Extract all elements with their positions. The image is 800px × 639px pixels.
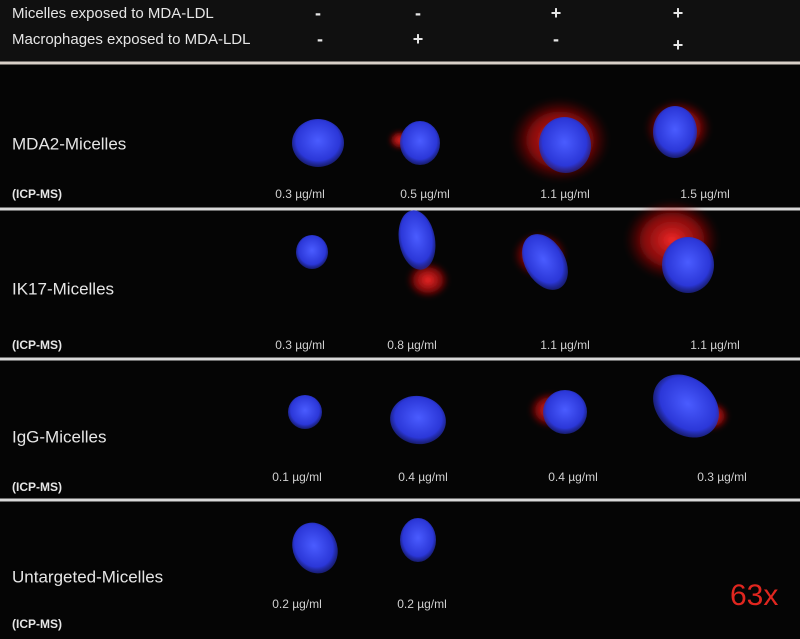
cell: [388, 121, 440, 165]
nucleus: [538, 117, 592, 173]
sign: +: [673, 35, 684, 55]
cell: [296, 235, 328, 269]
concentration: 0.2 µg/ml: [397, 597, 447, 611]
concentration: 0.1 µg/ml: [272, 470, 322, 484]
method-label: (ICP-MS): [12, 338, 62, 352]
concentration: 1.1 µg/ml: [690, 338, 740, 352]
nucleus: [543, 390, 587, 434]
nucleus: [662, 237, 714, 293]
concentration: 0.3 µg/ml: [275, 338, 325, 352]
nucleus: [400, 121, 440, 165]
header-label: Micelles exposed to MDA-LDL: [12, 5, 214, 22]
cell: [624, 199, 720, 293]
nucleus: [653, 106, 697, 158]
concentration: 0.4 µg/ml: [548, 470, 598, 484]
method-label: (ICP-MS): [12, 480, 62, 494]
concentration: 1.5 µg/ml: [680, 187, 730, 201]
panel-label: IgG-Micelles: [12, 427, 106, 446]
sign: -: [553, 29, 559, 49]
nucleus: [522, 234, 568, 290]
nucleus: [653, 374, 719, 438]
panel-label: IK17-Micelles: [12, 279, 114, 298]
sign: -: [317, 29, 323, 49]
cell: [398, 210, 450, 299]
cell: [512, 231, 568, 290]
nucleus: [292, 522, 338, 574]
cell: [528, 390, 587, 434]
panel-label: MDA2-Micelles: [12, 134, 126, 153]
concentration: 0.3 µg/ml: [275, 187, 325, 201]
nucleus: [390, 395, 446, 445]
concentration: 0.3 µg/ml: [697, 470, 747, 484]
concentration: 0.5 µg/ml: [400, 187, 450, 201]
header-label: Macrophages exposed to MDA-LDL: [12, 31, 250, 48]
cell: [644, 99, 712, 158]
nucleus: [292, 119, 344, 167]
nucleus: [296, 235, 328, 269]
header-band: [0, 0, 800, 62]
concentration: 0.2 µg/ml: [272, 597, 322, 611]
sign: +: [413, 29, 424, 49]
cell: [292, 119, 344, 167]
micrographs: [288, 97, 730, 574]
sign: +: [673, 3, 684, 23]
cell: [510, 97, 610, 183]
sign: +: [551, 3, 562, 23]
concentration: 0.4 µg/ml: [398, 470, 448, 484]
cell: [390, 395, 446, 445]
nucleus: [288, 395, 322, 429]
concentration: 1.1 µg/ml: [540, 187, 590, 201]
red-signal: [406, 261, 450, 299]
cell: [400, 518, 436, 562]
panel-label: Untargeted-Micelles: [12, 567, 163, 586]
sign: -: [415, 3, 421, 23]
nucleus: [398, 210, 436, 270]
nucleus: [400, 518, 436, 562]
cell: [292, 522, 338, 574]
concentration: 0.8 µg/ml: [387, 338, 437, 352]
method-label: (ICP-MS): [12, 617, 62, 631]
cell: [288, 395, 322, 429]
cell: [653, 374, 730, 438]
concentration: 1.1 µg/ml: [540, 338, 590, 352]
magnification: 63x: [730, 579, 778, 612]
sign: -: [315, 3, 321, 23]
method-label: (ICP-MS): [12, 187, 62, 201]
